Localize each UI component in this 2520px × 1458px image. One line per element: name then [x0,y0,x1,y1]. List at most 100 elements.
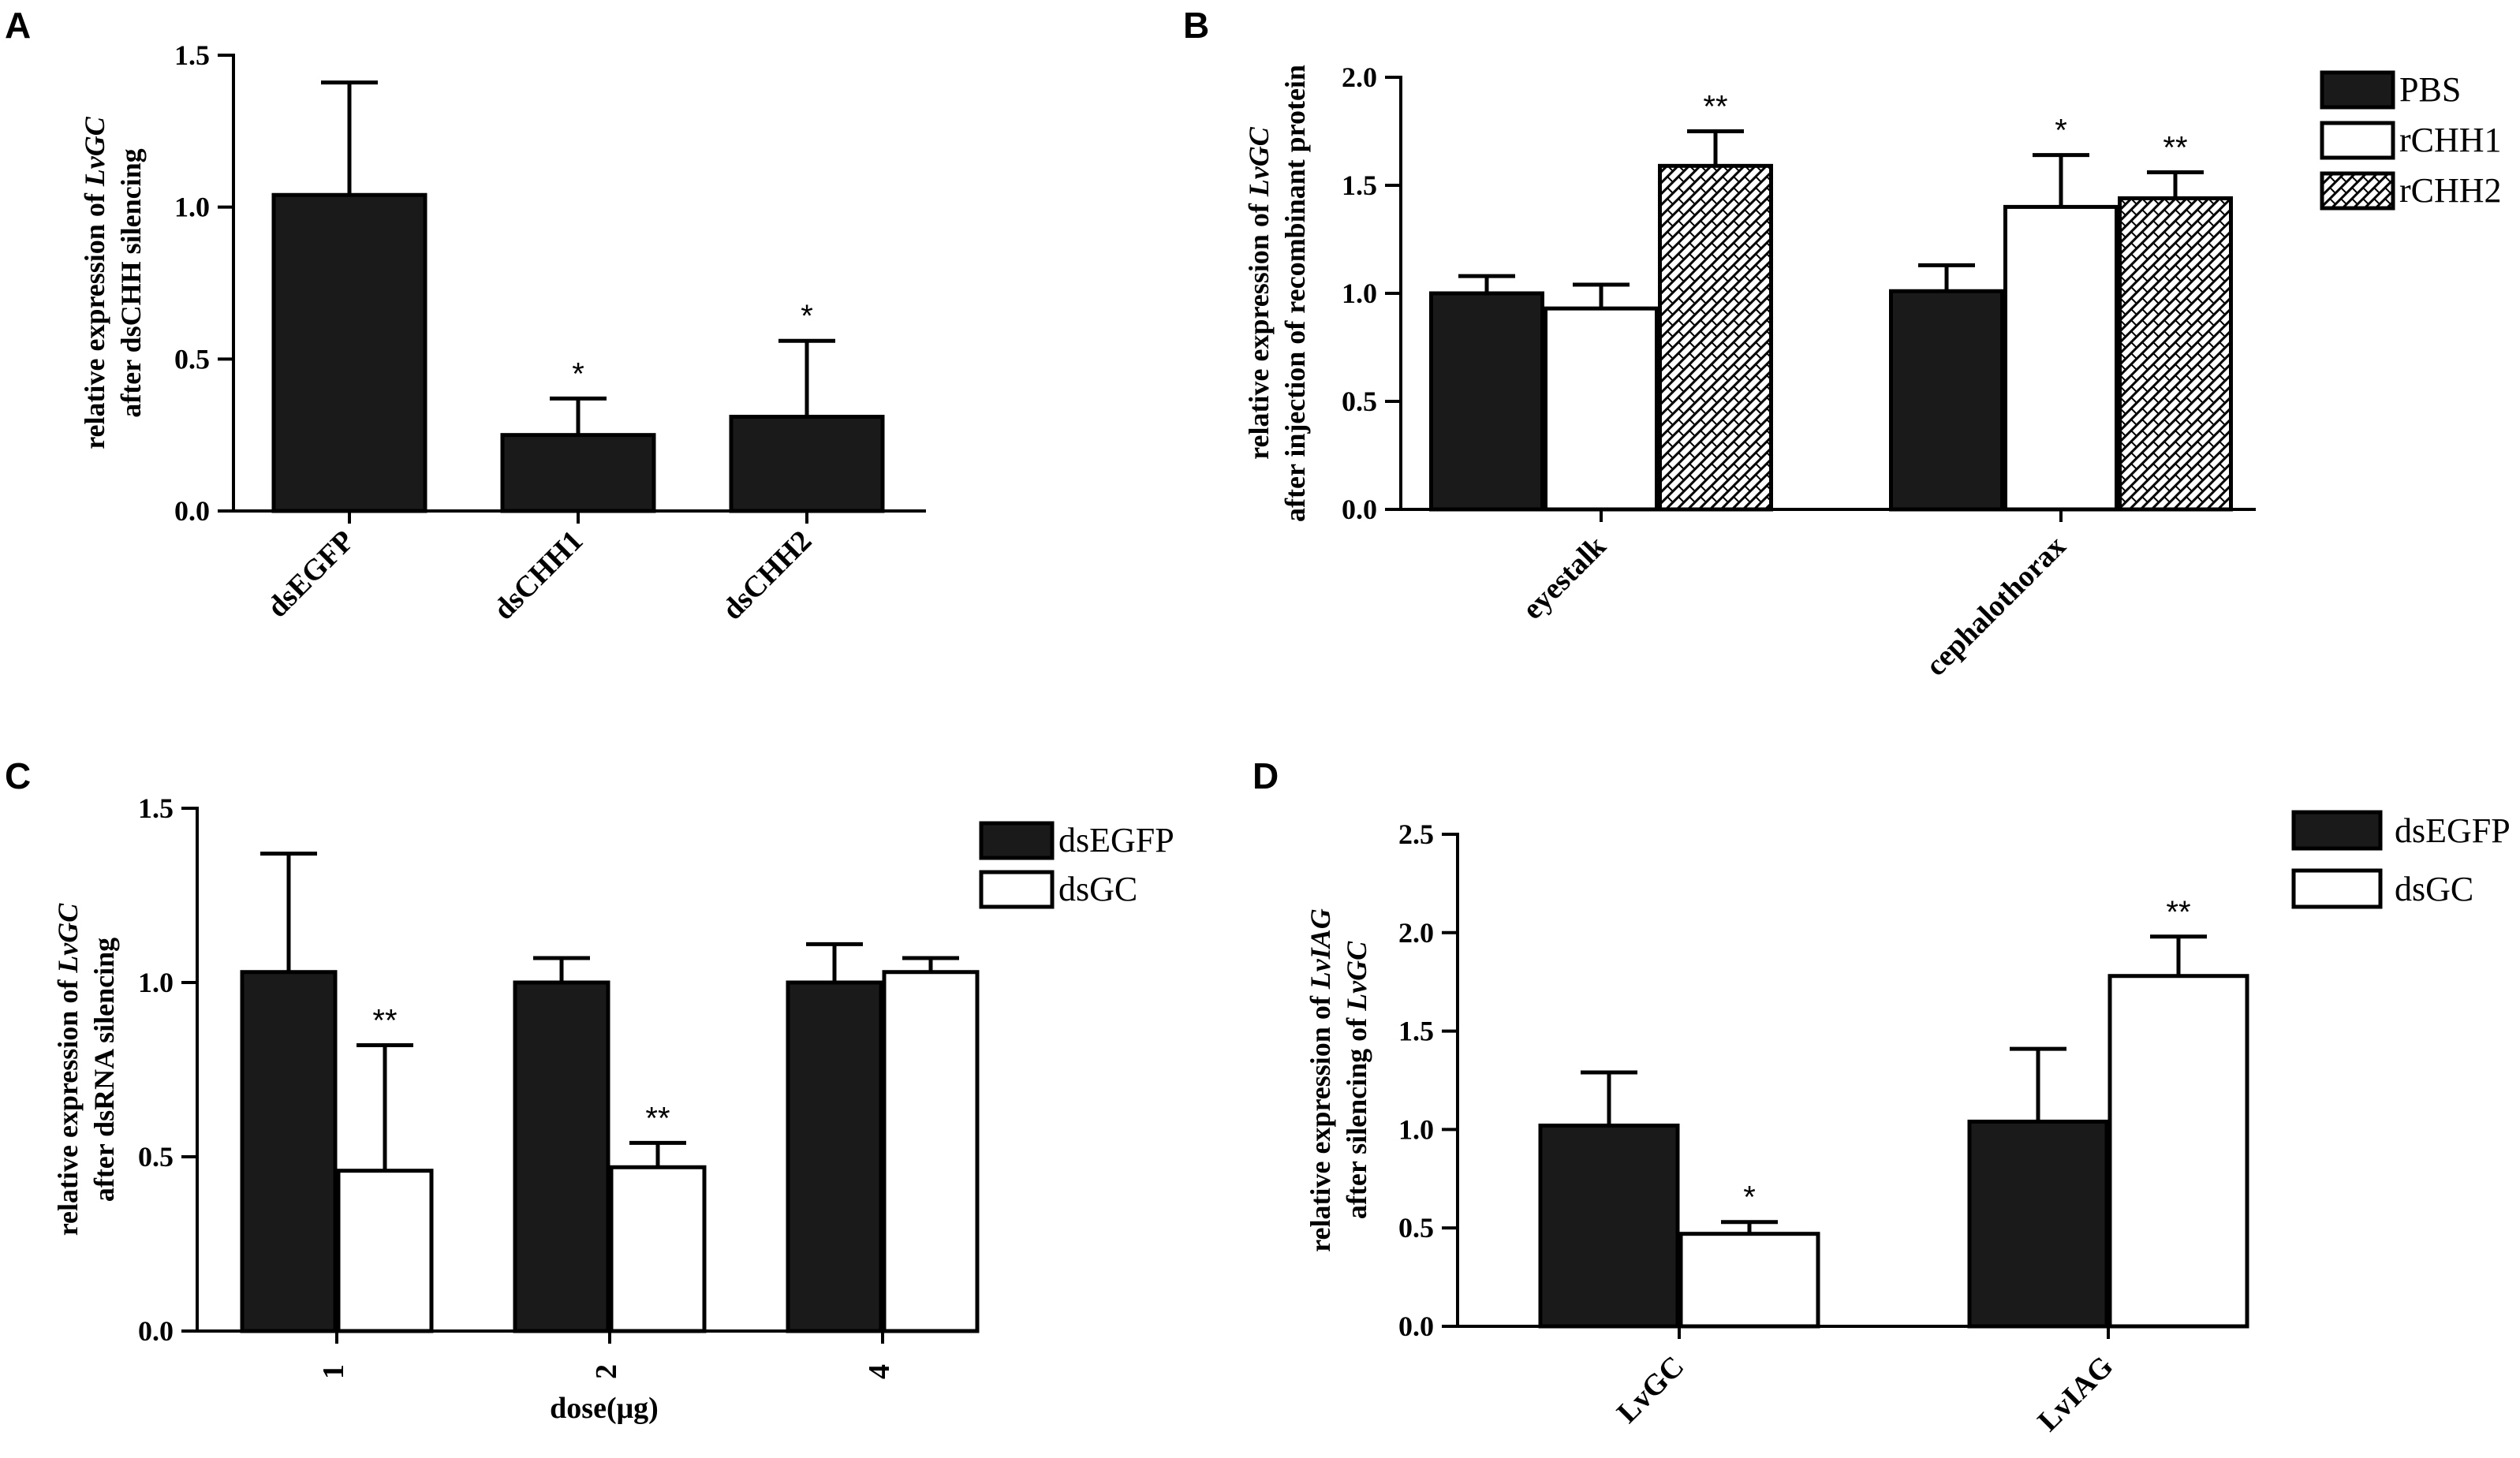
y-axis-label-line: relative expression of LvGC [1243,126,1275,460]
y-axis-label-run: after injection of recombinant protein [1279,65,1311,522]
bar-solid [513,980,610,1333]
legend-label: dsEGFP [2395,811,2511,850]
y-axis-label-run: relative expression of [1305,989,1336,1252]
bar-hatched [2118,196,2233,512]
y-axis-label-line: after silencing of LvGC [1341,941,1372,1219]
significance-label: ** [2163,131,2187,166]
y-tick-label: 2.5 [1398,818,1434,850]
chart-panel-c: C 0.0 0.5 1.0 1.5 relative expression of LvGC… [5,755,1174,1425]
y-tick-label: 1.0 [1398,1113,1434,1145]
y-axis-label-run: after dsCHH silencing [115,148,147,417]
bar-solid [271,192,427,513]
significance-label: ** [1703,90,1727,125]
bar-open [609,1165,707,1333]
bar-open [2107,974,2249,1329]
x-category-label: dsCHH2 [716,524,819,627]
y-axis-label-line: after dsRNA silencing [88,938,120,1202]
chart-panel-a: A 0.0 0.5 1.0 1.5 relative expression of LvGC… [5,5,926,626]
y-axis-label-line: relative expression of LvIAG [1305,908,1336,1252]
x-category-label: 2 [590,1364,623,1379]
bar-solid [1967,1119,2109,1329]
significance-label: * [572,356,584,391]
legend-swatch [2320,171,2395,211]
y-axis-label-run: relative expression of [79,186,110,449]
panel-letter: B [1183,5,1209,46]
x-category-label: cephalothorax [1919,530,2072,683]
legend-label: rCHH1 [2399,121,2502,159]
y-tick-label: 1.0 [174,192,210,223]
panel-letter: A [5,5,31,46]
legend-swatch [2291,810,2383,851]
y-tick-label: 0.0 [174,495,210,527]
significance-label: * [1743,1180,1756,1215]
y-axis-label-run: LvGC [1341,941,1372,1012]
panel-letter: D [1253,755,1279,796]
y-tick-label: 0.0 [138,1315,174,1347]
legend-label: dsGC [2395,870,2473,908]
x-category-label: eyestalk [1516,529,1613,626]
y-tick-label: 0.0 [1342,494,1377,525]
y-axis-label-run: relative expression of [1243,196,1275,460]
y-axis-label-line: relative expression of LvGC [52,903,84,1236]
legend-label: dsGC [1058,870,1137,908]
y-axis-label-run: LvGC [1243,126,1275,197]
y-axis-label-run: after silencing of [1341,1011,1372,1219]
bar-solid [1889,289,2004,512]
bar-open [882,970,980,1333]
significance-label: * [801,299,813,334]
legend-swatch [2320,70,2395,110]
bar-solid [1538,1123,1680,1329]
bar-solid [500,433,656,513]
bar-open [336,1169,434,1333]
chart-panel-d: D 0.0 0.5 1.0 1.5 2.0 2.5 relative expression o… [1253,755,2511,1437]
y-axis-label-run: LvGC [79,116,110,187]
bar-solid [729,415,885,513]
x-category-label: 4 [863,1364,896,1379]
chart-panel-b: B 0.0 0.5 1.0 1.5 2.0 relative expression of L… [1183,5,2502,683]
y-axis-label-run: LvIAG [1305,908,1336,990]
legend-label: dsEGFP [1058,821,1174,860]
y-axis-label-run: relative expression of [52,973,84,1236]
significance-label: * [2055,114,2067,148]
x-category-label: dsCHH1 [487,524,590,627]
significance-label: ** [645,1101,670,1135]
y-axis-label-line: after injection of recombinant protein [1279,65,1311,522]
legend-swatch [979,870,1055,909]
x-category-label: dsEGFP [261,524,361,625]
x-category-label: 1 [317,1364,350,1379]
bar-hatched [1658,163,1773,512]
y-tick-label: 1.5 [1398,1016,1434,1047]
legend-label: rCHH2 [2399,171,2502,210]
y-tick-label: 0.5 [138,1141,174,1173]
bar-open [2003,204,2119,512]
y-tick-label: 2.0 [1398,917,1434,949]
y-tick-label: 1.0 [138,967,174,998]
y-tick-label: 1.0 [1342,278,1377,309]
bar-solid [786,980,883,1333]
bar-solid [1429,291,1544,512]
y-tick-label: 1.5 [174,39,210,71]
y-tick-label: 0.5 [1398,1212,1434,1244]
y-axis-label-run: after dsRNA silencing [88,938,120,1202]
x-category-label: LvGC [1611,1350,1690,1430]
legend-swatch [2320,121,2395,160]
x-category-label: LvIAG [2032,1350,2120,1438]
y-tick-label: 0.0 [1398,1311,1434,1342]
bar-open [1678,1232,1820,1329]
y-axis-label-line: after dsCHH silencing [115,148,147,417]
significance-label: ** [2166,895,2190,930]
bar-solid [240,970,338,1333]
y-axis-label-line: relative expression of LvGC [79,116,110,449]
y-axis-label-run: LvGC [52,903,84,974]
significance-label: ** [372,1004,397,1038]
legend-label: PBS [2399,70,2461,109]
y-tick-label: 2.0 [1342,62,1377,93]
bar-open [1544,306,1659,512]
y-tick-label: 1.5 [1342,170,1377,201]
legend-swatch [979,821,1055,860]
legend-swatch [2291,868,2383,909]
x-axis-label: dose(μg) [550,1392,659,1425]
y-tick-label: 0.5 [1342,386,1377,417]
y-tick-label: 0.5 [174,343,210,375]
